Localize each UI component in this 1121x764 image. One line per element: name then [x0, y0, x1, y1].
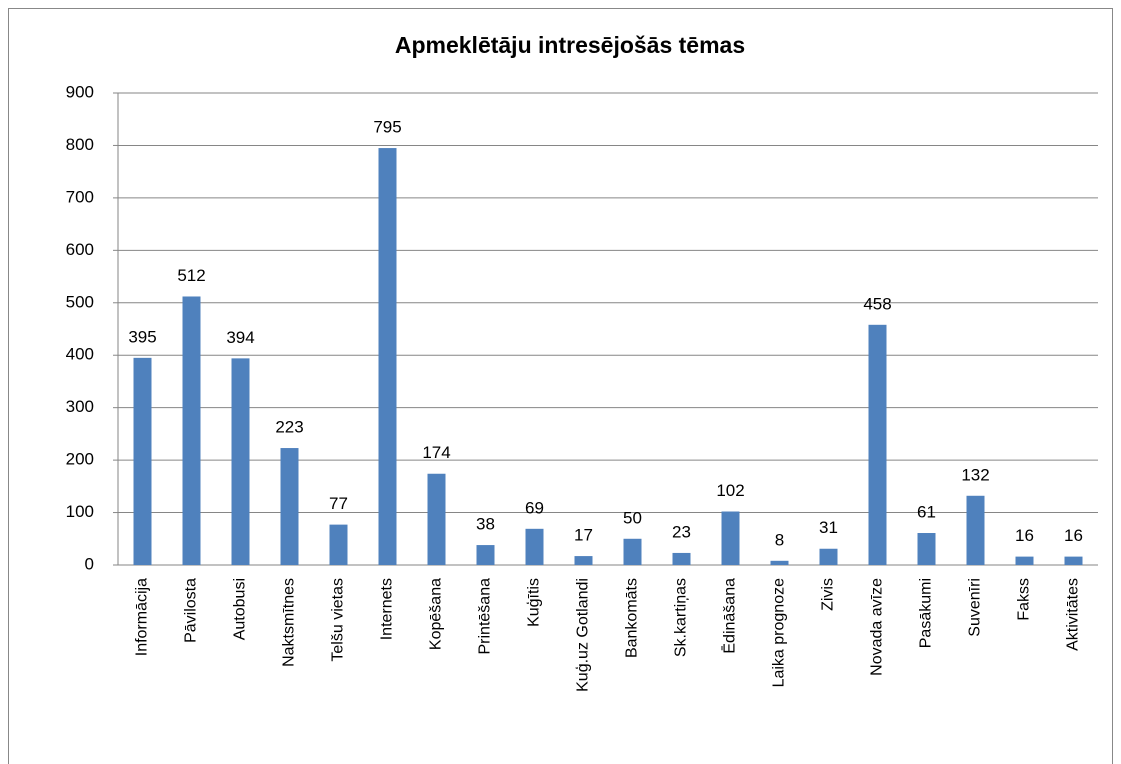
data-label: 102 — [716, 481, 744, 500]
bar — [525, 528, 544, 565]
x-tick-label: Pāvilosta — [183, 578, 200, 643]
y-tick-label: 100 — [66, 502, 94, 521]
x-tick-label: Autobusi — [232, 578, 249, 640]
y-tick-label: 400 — [66, 345, 94, 364]
data-label: 17 — [574, 526, 593, 545]
y-tick-label: 200 — [66, 450, 94, 469]
bar — [623, 538, 642, 565]
x-tick-label: Zivis — [820, 578, 837, 611]
data-label: 31 — [819, 518, 838, 537]
data-label: 23 — [672, 522, 691, 541]
x-tick-label: Pasākumi — [918, 578, 935, 648]
data-label: 174 — [422, 443, 450, 462]
x-tick-label: Bankomāts — [624, 578, 641, 658]
bar — [966, 495, 985, 565]
x-tick-label: Aktivitātes — [1065, 578, 1082, 651]
data-label: 458 — [863, 294, 891, 313]
bar — [917, 533, 936, 565]
bar — [868, 324, 887, 565]
x-tick-label: Informācija — [134, 578, 151, 656]
y-tick-label: 800 — [66, 135, 94, 154]
y-tick-label: 900 — [66, 82, 94, 101]
y-tick-label: 0 — [85, 554, 94, 573]
data-label: 223 — [275, 418, 303, 437]
bar — [329, 524, 348, 565]
bar — [672, 552, 691, 565]
data-label: 61 — [917, 502, 936, 521]
x-tick-label: Printēšana — [477, 578, 494, 655]
bar — [819, 548, 838, 565]
x-tick-label: Kuģītis — [525, 578, 543, 627]
bar — [770, 560, 789, 565]
x-tick-label: Laika prognoze — [771, 578, 788, 688]
x-tick-label: Sk.kartiņas — [673, 578, 690, 657]
data-label: 16 — [1064, 526, 1083, 545]
data-label: 395 — [128, 327, 156, 346]
data-label: 69 — [525, 498, 544, 517]
bar — [1015, 556, 1034, 565]
x-tick-label: Internets — [379, 578, 396, 640]
bar — [574, 556, 593, 565]
data-label: 50 — [623, 508, 642, 527]
bar — [231, 358, 250, 565]
bar — [721, 511, 740, 565]
bar — [182, 296, 201, 565]
data-label: 132 — [961, 465, 989, 484]
bar — [476, 545, 495, 565]
data-label: 38 — [476, 515, 495, 534]
x-tick-label: Suvenīri — [967, 578, 984, 637]
x-tick-label: Kuģ.uz Gotlandi — [574, 578, 592, 692]
data-label: 512 — [177, 266, 205, 285]
bar — [133, 357, 152, 565]
bar — [1064, 556, 1083, 565]
data-label: 8 — [775, 530, 784, 549]
chart-title: Apmeklētāju intresējošās tēmas — [395, 32, 745, 58]
bar — [427, 473, 446, 565]
data-label: 77 — [329, 494, 348, 513]
x-tick-label: Telšu vietas — [330, 578, 347, 662]
x-tick-label: Naktsmītnes — [281, 578, 298, 667]
y-tick-label: 300 — [66, 397, 94, 416]
bar — [378, 148, 397, 566]
y-tick-label: 600 — [66, 240, 94, 259]
y-tick-label: 500 — [66, 292, 94, 311]
data-label: 16 — [1015, 526, 1034, 545]
x-tick-label: Novada avīze — [869, 578, 886, 676]
chart-frame — [8, 8, 1113, 764]
y-tick-label: 700 — [66, 187, 94, 206]
data-label: 795 — [373, 118, 401, 137]
bar — [280, 448, 299, 565]
data-label: 394 — [226, 328, 254, 347]
x-tick-label: Fakss — [1016, 578, 1033, 621]
x-tick-label: Kopēšana — [428, 578, 445, 650]
x-tick-label: Ēdināšana — [721, 578, 739, 654]
